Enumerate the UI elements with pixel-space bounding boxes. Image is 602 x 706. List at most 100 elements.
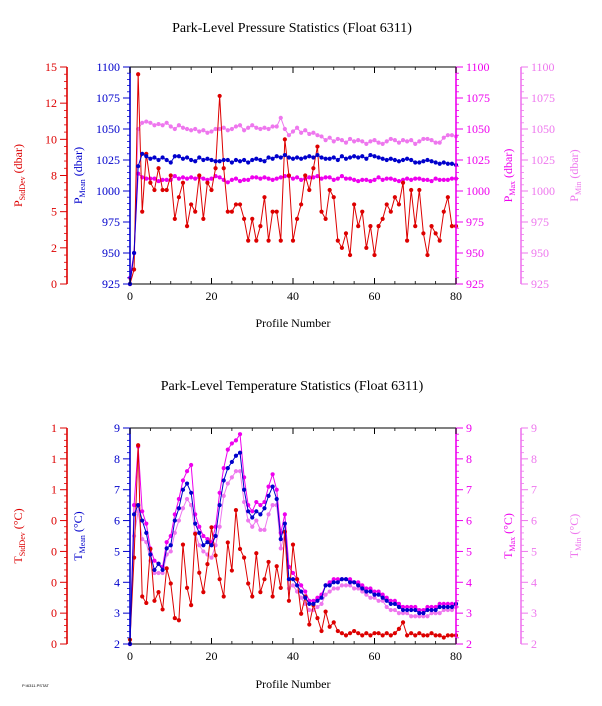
data-point-mean xyxy=(339,154,344,159)
data-point-min xyxy=(250,123,255,128)
data-point-stddev xyxy=(184,585,190,590)
data-point-mean xyxy=(323,156,328,161)
data-point-min xyxy=(278,115,283,120)
data-point-mean xyxy=(217,503,222,508)
data-point-min xyxy=(307,131,312,137)
data-point-max xyxy=(189,175,194,180)
data-point-max xyxy=(380,177,385,182)
data-point-mean xyxy=(278,536,283,542)
data-point-min xyxy=(290,583,296,588)
data-point-max xyxy=(229,441,234,446)
data-point-mean xyxy=(315,152,320,158)
data-point-max xyxy=(311,598,316,603)
data-point-stddev xyxy=(405,633,410,638)
data-point-mean xyxy=(213,533,218,539)
data-point-stddev xyxy=(237,202,243,207)
data-point-mean xyxy=(144,154,149,159)
data-point-max xyxy=(343,176,349,181)
data-point-stddev xyxy=(368,224,373,229)
data-point-mean xyxy=(311,601,316,606)
data-point-stddev xyxy=(392,631,397,636)
data-point-min xyxy=(262,527,267,532)
data-point-stddev xyxy=(205,561,210,567)
data-point-max xyxy=(278,175,283,180)
axis-min: 9 8 7 6 5 4 3 2 TMin (°C) xyxy=(520,421,583,651)
axis-tick-label-min: 1100 xyxy=(531,60,555,74)
data-point-min xyxy=(176,518,181,523)
data-point-min xyxy=(180,125,186,130)
data-point-mean xyxy=(184,481,190,486)
data-point-mean xyxy=(425,157,430,163)
data-point-max xyxy=(131,503,137,508)
x-axis-tick-label: 0 xyxy=(127,289,133,303)
data-point-max xyxy=(164,177,169,182)
data-point-min xyxy=(148,120,153,125)
axis-tick-label-min: 950 xyxy=(531,246,549,260)
data-point-stddev xyxy=(184,224,190,229)
data-point-mean xyxy=(184,155,190,160)
data-point-stddev xyxy=(347,252,353,258)
data-point-min xyxy=(156,570,161,576)
data-point-max xyxy=(262,499,267,505)
data-point-max xyxy=(445,177,450,182)
data-point-stddev xyxy=(148,180,153,185)
data-point-stddev xyxy=(270,594,275,599)
data-point-min xyxy=(184,126,190,132)
data-point-mean xyxy=(225,157,230,163)
data-point-mean xyxy=(384,157,389,163)
data-point-stddev xyxy=(242,555,247,560)
data-point-max xyxy=(327,580,332,585)
data-point-min xyxy=(409,614,414,619)
data-point-stddev xyxy=(217,577,222,582)
axis-max: 9 8 7 6 5 4 3 2 TMax (°C) xyxy=(455,421,517,651)
data-point-max xyxy=(388,176,393,181)
data-point-max xyxy=(347,577,353,582)
data-point-stddev xyxy=(323,216,328,221)
data-point-mean xyxy=(319,595,324,600)
temperature-x-axis-label: Profile Number xyxy=(256,677,331,691)
axis-title-stddev: TStdDev (°C) xyxy=(11,508,27,563)
axis-tick-label-max: 9 xyxy=(466,421,472,435)
data-point-max xyxy=(266,484,271,489)
data-point-stddev xyxy=(282,137,287,142)
data-point-stddev xyxy=(364,631,369,636)
data-point-stddev xyxy=(433,231,438,236)
data-point-min xyxy=(246,518,251,523)
data-point-stddev xyxy=(193,209,198,214)
data-point-stddev xyxy=(189,202,194,207)
data-point-mean xyxy=(356,155,361,160)
data-point-max xyxy=(197,524,202,529)
data-point-stddev xyxy=(299,202,304,207)
data-point-max xyxy=(400,177,406,182)
data-point-min xyxy=(180,506,186,511)
temperature-panel: Park-Level Temperature Statistics (Float… xyxy=(11,379,583,691)
data-point-min xyxy=(225,128,230,133)
axis-tick-label-mean: 9 xyxy=(114,421,120,435)
data-point-max xyxy=(335,577,340,582)
axis-tick-label-min: 1075 xyxy=(531,91,555,105)
data-point-stddev xyxy=(229,209,234,214)
data-point-min xyxy=(335,136,340,142)
data-point-min xyxy=(388,136,393,142)
data-point-min xyxy=(323,592,328,597)
data-point-min xyxy=(262,125,267,130)
data-point-max xyxy=(270,177,275,182)
data-point-stddev xyxy=(311,166,316,171)
data-point-min xyxy=(449,133,455,138)
data-point-min xyxy=(221,493,226,498)
data-point-mean xyxy=(140,518,145,523)
data-point-stddev xyxy=(429,631,434,636)
data-point-stddev xyxy=(437,633,442,638)
axis-tick-label-max: 1000 xyxy=(466,184,490,198)
axis-tick-label-max: 975 xyxy=(466,215,484,229)
axis-mean: 1100 1075 1050 1025 1000 975 950 925 PMean (dbar… xyxy=(71,60,131,291)
data-point-mean xyxy=(209,543,214,548)
x-axis-tick-label: 80 xyxy=(450,289,462,303)
axis-tick-label-max: 950 xyxy=(466,246,484,260)
data-point-min xyxy=(343,140,349,145)
data-point-mean xyxy=(396,604,402,610)
data-point-max xyxy=(189,462,194,468)
axis-tick-label-stddev: 0 xyxy=(51,544,57,558)
data-point-mean xyxy=(262,506,267,511)
